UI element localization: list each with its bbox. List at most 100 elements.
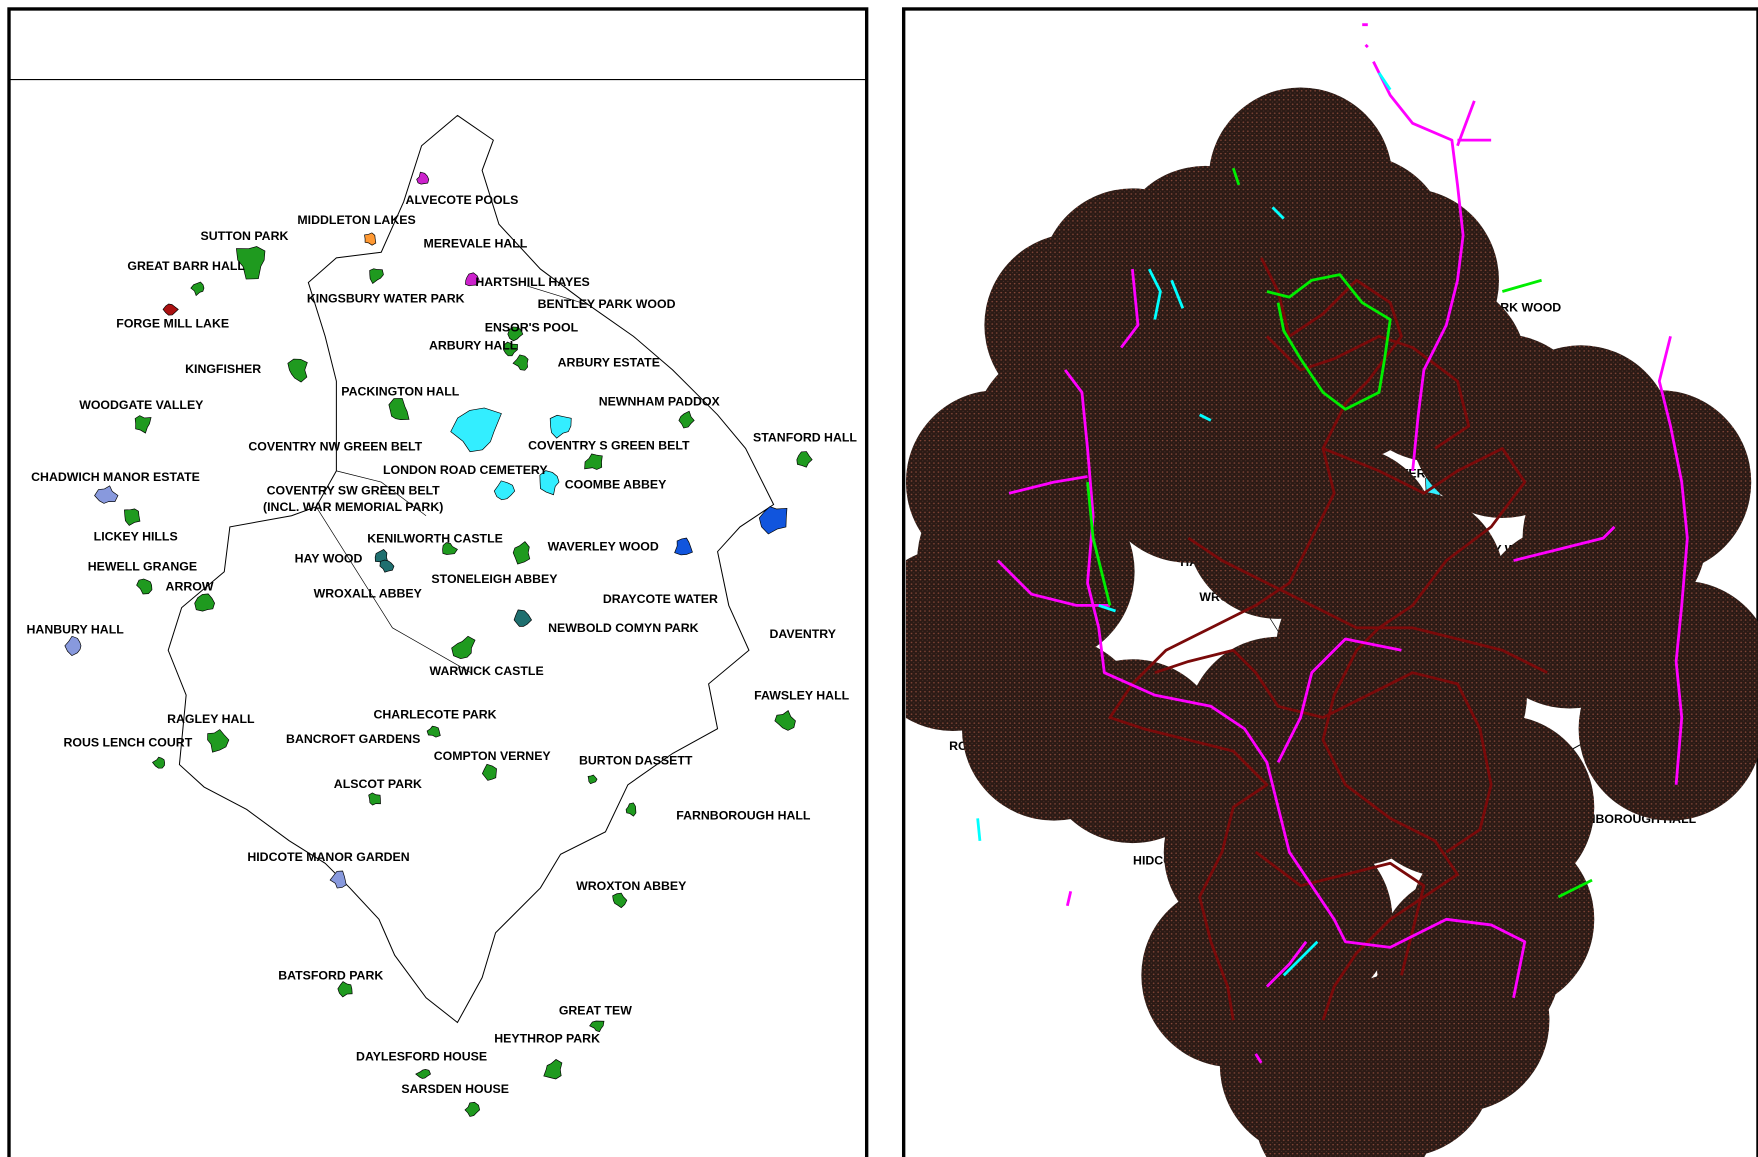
site-label: HANBURY HALL — [27, 622, 125, 636]
site-area — [388, 398, 410, 420]
site-label: SUTTON PARK — [200, 229, 288, 243]
site-label: LONDON ROAD CEMETERY — [383, 463, 548, 477]
site-label: ENSOR'S POOL — [485, 321, 579, 335]
site-area — [587, 774, 598, 785]
site-area — [368, 792, 381, 806]
buffer-zone — [1578, 636, 1758, 821]
site-area — [507, 326, 524, 342]
site-label: WARWICK CASTLE — [430, 664, 544, 678]
site-label: COVENTRY NW GREEN BELT — [248, 440, 422, 454]
buffer-map: ALVECOTE POOLS MIDDLETON LAKES SUTTON PA… — [905, 23, 1758, 1157]
route-network — [976, 23, 1689, 1064]
site-area — [369, 268, 384, 285]
site-area — [442, 542, 458, 555]
site-area — [287, 358, 308, 383]
site-area — [207, 729, 230, 753]
buffer-zone — [950, 479, 1135, 664]
route — [1108, 257, 1403, 1021]
site-area — [584, 453, 603, 470]
site-label: STONELEIGH ABBEY — [431, 572, 558, 586]
site-features — [64, 171, 813, 1117]
site-area — [512, 541, 531, 565]
site-label: GREAT BARR HALL — [127, 259, 245, 273]
site-area — [451, 635, 476, 660]
site-area — [450, 407, 502, 453]
base-map: ALVECOTE POOLS MIDDLETON LAKES SUTTON PA… — [27, 114, 857, 1117]
site-area — [337, 981, 353, 998]
site-label: COMPTON VERNEY — [434, 749, 552, 763]
site-area — [194, 593, 215, 612]
site-area — [493, 480, 516, 501]
site-label: ROUS LENCH COURT — [63, 736, 192, 750]
site-area — [543, 1059, 563, 1080]
site-label: SARSDEN HOUSE — [401, 1082, 509, 1096]
site-area — [625, 802, 637, 817]
site-area — [678, 410, 695, 429]
site-label: (INCL. WAR MEMORIAL PARK) — [263, 500, 443, 514]
site-area — [612, 892, 628, 909]
site-label: BURTON DASSETT — [579, 753, 693, 767]
site-area — [379, 559, 395, 573]
site-label: WAVERLEY WOOD — [548, 539, 659, 553]
site-area — [539, 470, 560, 496]
buffer-zone — [1253, 1018, 1438, 1157]
site-area — [64, 635, 82, 657]
route — [1086, 167, 1593, 899]
site-label: LICKEY HILLS — [94, 529, 178, 543]
site-label: WROXTON ABBEY — [576, 879, 687, 893]
buffer-zone — [1040, 659, 1225, 844]
route — [1065, 23, 1369, 1064]
site-label: CHARLECOTE PARK — [374, 708, 497, 722]
site-area — [549, 414, 572, 439]
site-label: ALVECOTE POOLS — [406, 193, 519, 207]
site-area — [329, 870, 347, 889]
site-area — [364, 232, 377, 246]
site-label: WROXALL ABBEY — [314, 586, 423, 600]
site-label: DAVENTRY — [770, 627, 837, 641]
county-boundary — [167, 114, 775, 1024]
site-label: ARROW — [166, 580, 214, 594]
site-label: MEREVALE HALL — [423, 237, 527, 251]
site-area — [235, 246, 266, 280]
site-label: BANCROFT GARDENS — [286, 732, 420, 746]
district-boundary — [315, 285, 589, 673]
site-label: CHADWICH MANOR ESTATE — [31, 470, 200, 484]
site-label: HEWELL GRANGE — [88, 560, 197, 574]
site-area — [426, 725, 441, 738]
route — [976, 72, 1392, 977]
site-label: COOMBE ABBEY — [565, 478, 667, 492]
site-label: NEWBOLD COMYN PARK — [548, 621, 699, 635]
site-label: HEYTHROP PARK — [494, 1032, 600, 1046]
site-label: KINGFISHER — [185, 362, 261, 376]
site-area — [134, 415, 152, 434]
site-label: DRAYCOTE WATER — [603, 592, 718, 606]
site-label: STANFORD HALL — [753, 431, 857, 445]
site-label: DAYLESFORD HOUSE — [356, 1049, 487, 1063]
site-label: ARBURY HALL — [429, 339, 518, 353]
site-area — [589, 1020, 605, 1033]
site-area — [415, 1068, 431, 1079]
site-area — [512, 354, 529, 371]
site-label: RAGLEY HALL — [167, 712, 255, 726]
site-area — [124, 508, 141, 526]
site-area — [481, 763, 497, 781]
site-area — [94, 485, 119, 504]
site-area — [796, 451, 813, 468]
site-label: BENTLEY PARK WOOD — [538, 297, 676, 311]
site-area — [416, 171, 430, 185]
site-label: HIDCOTE MANOR GARDEN — [247, 850, 409, 864]
site-label: HAY WOOD — [295, 552, 363, 566]
site-label: KINGSBURY WATER PARK — [307, 292, 465, 306]
site-label: WOODGATE VALLEY — [79, 398, 204, 412]
site-area — [758, 506, 788, 535]
site-label: KENILWORTH CASTLE — [367, 532, 503, 546]
site-area — [152, 756, 165, 769]
route — [1321, 447, 1527, 1021]
site-label: COVENTRY S GREEN BELT — [528, 438, 690, 452]
route — [996, 268, 1616, 999]
site-area — [464, 1101, 481, 1117]
site-label: ARBURY ESTATE — [558, 355, 660, 369]
site-area — [162, 303, 179, 316]
